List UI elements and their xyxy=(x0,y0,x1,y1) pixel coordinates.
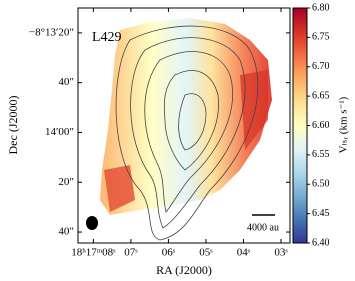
beam xyxy=(86,216,98,230)
y-tick-label: 20″ xyxy=(58,176,74,188)
colorbar-tick-label: 6.80 xyxy=(312,2,330,13)
colorbar-tick-label: 6.50 xyxy=(312,179,330,190)
velocity-map xyxy=(100,18,272,215)
colorbar-tick-label: 6.65 xyxy=(312,90,330,101)
plot-frame xyxy=(77,7,291,244)
x-tick-label: 07ˢ xyxy=(124,247,138,259)
scale-bar-label: 4000 au xyxy=(247,222,279,233)
x-tick-label: 05ˢ xyxy=(199,247,213,259)
y-tick-label: 14′00″ xyxy=(45,126,74,138)
x-tick-label: 04ˢ xyxy=(237,247,251,259)
colorbar-tick-label: 6.60 xyxy=(312,120,330,131)
y-axis-label: Dec (J2000) xyxy=(6,96,20,155)
annotation: L429 xyxy=(92,30,122,45)
colorbar-tick-label: 6.70 xyxy=(312,61,330,72)
y-tick-label: 40″ xyxy=(58,226,74,238)
colorbar-tick-label: 6.75 xyxy=(312,32,330,43)
colorbar-label: Vₗₛᵣ (km s⁻¹) xyxy=(338,96,350,153)
colorbar-tick-label: 6.45 xyxy=(312,208,330,219)
y-tick-label: 40″ xyxy=(58,76,74,88)
colorbar-tick-label: 6.40 xyxy=(312,237,330,248)
map-patch xyxy=(240,70,268,150)
colorbar-tick-label: 6.55 xyxy=(312,149,330,160)
map-patch xyxy=(104,165,135,212)
x-tick-label: 03ˢ xyxy=(274,247,288,259)
x-tick-label: 18ʰ17ᵐ08ˢ xyxy=(71,247,116,259)
y-tick-label: −8°13′20″ xyxy=(29,26,74,38)
contours xyxy=(115,25,259,241)
x-tick-label: 06ˢ xyxy=(162,247,176,259)
map xyxy=(100,18,272,241)
x-axis-label: RA (J2000) xyxy=(156,263,212,277)
colorbar xyxy=(292,7,308,244)
